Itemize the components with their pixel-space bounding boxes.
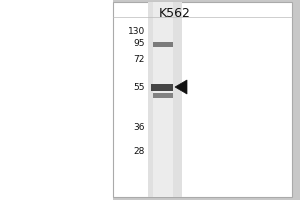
Text: 72: 72 xyxy=(134,54,145,64)
Text: 130: 130 xyxy=(128,26,145,36)
Text: 95: 95 xyxy=(134,38,145,47)
Bar xyxy=(153,42,173,46)
Bar xyxy=(148,2,182,197)
Bar xyxy=(153,93,173,98)
Text: 28: 28 xyxy=(134,146,145,156)
Bar xyxy=(151,84,173,91)
Text: K562: K562 xyxy=(159,7,191,20)
Text: 36: 36 xyxy=(134,122,145,132)
Polygon shape xyxy=(175,80,187,94)
Bar xyxy=(153,2,173,197)
Bar xyxy=(113,2,292,197)
Bar xyxy=(0,0,113,200)
Text: 55: 55 xyxy=(134,82,145,92)
